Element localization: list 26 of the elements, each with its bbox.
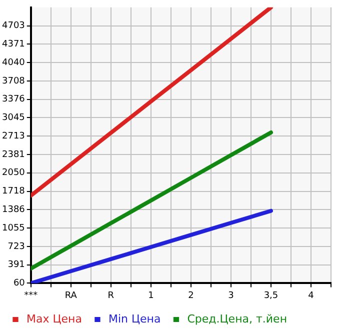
y-tick-label: 3708 — [2, 76, 26, 86]
y-tick-label: 1718 — [2, 186, 26, 197]
x-tick-label: R — [108, 290, 114, 301]
x-tick-label: *** — [24, 290, 38, 301]
x-tick-label: 4 — [308, 290, 314, 301]
y-tick-label: 391 — [8, 260, 25, 270]
y-tick-label: 723 — [8, 242, 25, 252]
x-tick-label: 3,5 — [264, 290, 278, 301]
y-tick-label: 4040 — [2, 58, 26, 68]
y-tick-label: 2050 — [2, 168, 26, 178]
y-tick-label: 1386 — [2, 205, 26, 216]
x-tick-label: 1 — [148, 290, 154, 301]
x-tick-label: 2 — [188, 290, 194, 301]
legend-label: Сред.Цена, т.йен — [187, 312, 288, 326]
y-tick-label: 3045 — [2, 113, 25, 124]
x-tick-label: RA — [64, 290, 78, 301]
y-tick-label: 2713 — [2, 131, 25, 142]
y-tick-label: 4703 — [2, 21, 25, 32]
y-tick-label: 60 — [13, 278, 26, 289]
legend-label: Min Цена — [108, 312, 161, 326]
x-tick-label: 3 — [228, 290, 234, 301]
y-tick-label: 2381 — [2, 150, 25, 160]
legend-label: Max Цена — [26, 312, 82, 326]
y-tick-label: 3376 — [2, 94, 26, 105]
y-tick-label: 4371 — [2, 40, 25, 50]
y-tick-label: 1055 — [2, 223, 25, 234]
